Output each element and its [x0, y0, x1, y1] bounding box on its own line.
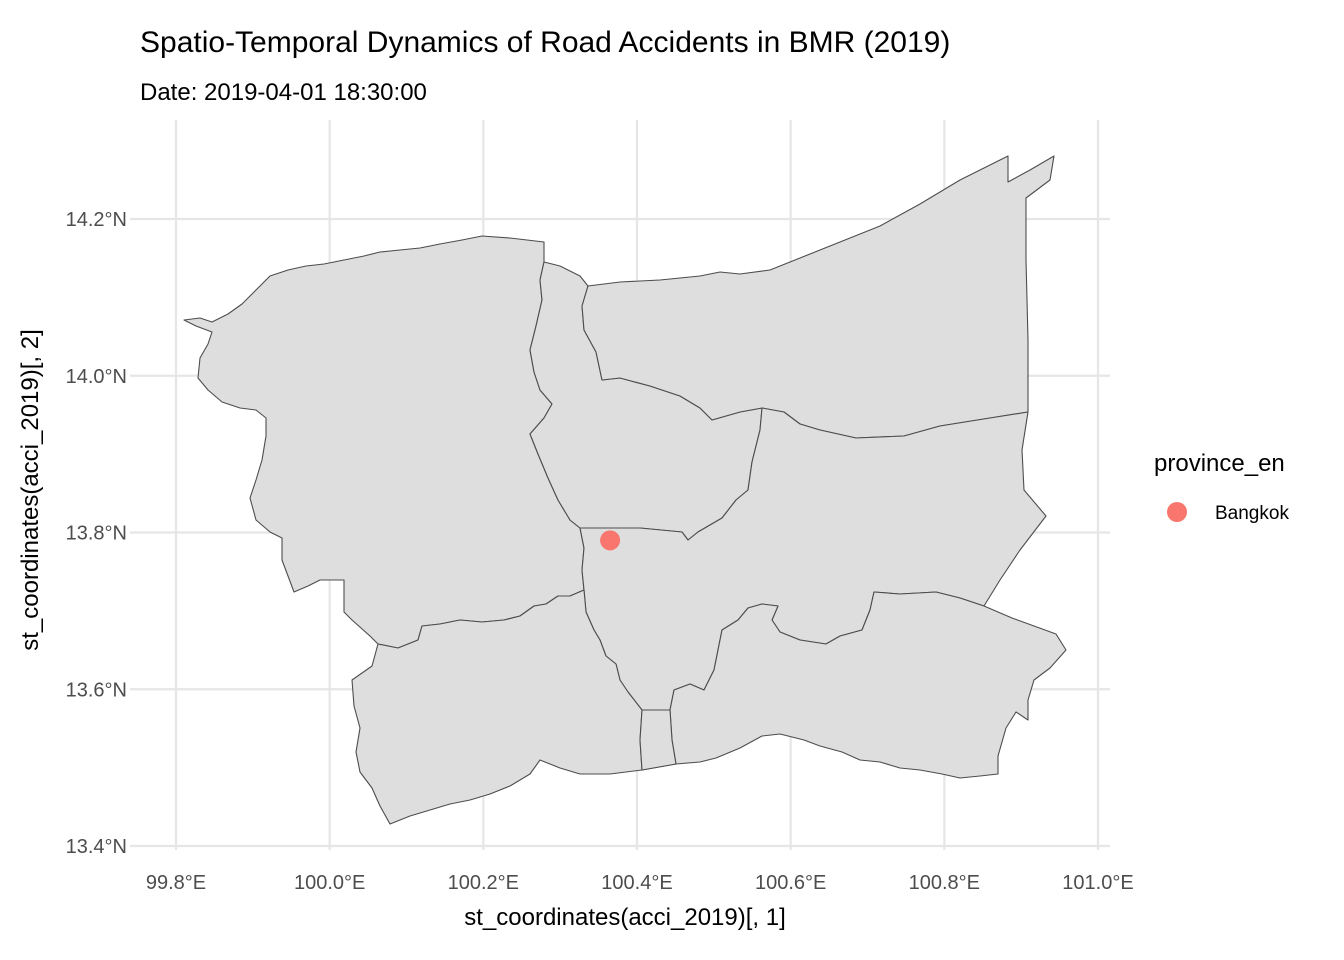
y-tick-label: 13.4°N — [66, 836, 127, 858]
region-north-east — [581, 155, 1055, 439]
x-tick-label: 100.0°E — [294, 872, 365, 894]
accident-points — [600, 530, 621, 551]
legend-label-bangkok: Bangkok — [1215, 503, 1289, 524]
legend-key-bangkok — [1167, 502, 1187, 522]
y-axis-title: st_coordinates(acci_2019)[, 2] — [17, 329, 44, 651]
y-tick-label: 13.6°N — [66, 679, 127, 701]
x-axis-ticks: 99.8°E 100.0°E 100.2°E 100.4°E 100.6°E 100.8°… — [146, 872, 1134, 894]
y-axis-ticks: 13.4°N 13.6°N 13.8°N 14.0°N 14.2°N — [66, 209, 127, 858]
region-north-west — [183, 235, 585, 649]
y-tick-label: 14.2°N — [66, 209, 127, 231]
region-south-east — [669, 591, 1067, 779]
y-tick-label: 13.8°N — [66, 523, 127, 545]
x-tick-label: 100.2°E — [448, 872, 519, 894]
legend-title: province_en — [1154, 450, 1285, 477]
legend: province_en Bangkok — [1154, 450, 1289, 524]
x-axis-title: st_coordinates(acci_2019)[, 1] — [464, 904, 786, 931]
y-tick-label: 14.0°N — [66, 366, 127, 388]
x-tick-label: 101.0°E — [1062, 872, 1133, 894]
accident-point — [600, 530, 621, 551]
chart-subtitle: Date: 2019-04-01 18:30:00 — [140, 79, 427, 106]
chart-title: Spatio-Temporal Dynamics of Road Acciden… — [140, 26, 950, 59]
region-south-central — [639, 709, 677, 771]
province-boundaries — [183, 155, 1067, 825]
x-tick-label: 100.6°E — [755, 872, 826, 894]
x-tick-label: 100.4°E — [601, 872, 672, 894]
x-tick-label: 100.8°E — [909, 872, 980, 894]
x-tick-label: 99.8°E — [146, 872, 206, 894]
